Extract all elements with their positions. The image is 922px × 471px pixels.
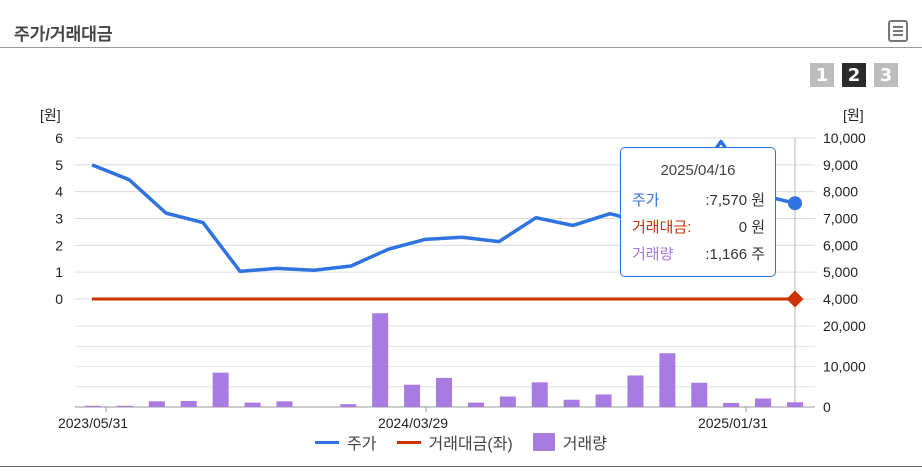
x-tick-label: 2024/03/29 (378, 415, 448, 431)
right-axis-unit: [원] (843, 107, 864, 123)
x-tick-label: 2023/05/31 (58, 415, 128, 431)
volume-bar (467, 402, 484, 407)
volume-bar (723, 402, 740, 407)
tooltip-price-label: 주가 (632, 192, 660, 209)
legend-swatch-price (315, 440, 340, 444)
volume-bar (627, 375, 644, 407)
panel-bottom-border (0, 466, 922, 467)
amount-hover-marker (786, 290, 804, 308)
right-price-tick-label: 8,000 (823, 184, 858, 200)
volume-bar (755, 398, 772, 407)
volume-bar (212, 372, 229, 407)
chart-pager: 1 2 3 (810, 63, 898, 87)
volume-bar (180, 400, 197, 407)
volume-bar (85, 405, 101, 407)
left-tick-label: 4 (55, 184, 63, 200)
tooltip-volume-value: :1,166 주 (705, 246, 765, 263)
price-hover-marker (788, 196, 802, 211)
right-price-tick-label: 5,000 (823, 264, 858, 280)
legend-item-amount[interactable]: 거래대금(좌) (396, 430, 513, 454)
legend-swatch-amount (396, 440, 421, 444)
panel-title: 주가/거래대금 (14, 25, 113, 44)
legend-swatch-volume (532, 433, 555, 451)
tooltip-amount-label: 거래대금: (632, 219, 692, 236)
volume-bar (595, 394, 612, 407)
volume-bar (116, 405, 133, 407)
left-axis-unit: [원] (40, 107, 61, 123)
volume-bar (659, 353, 676, 407)
volume-bar (531, 382, 548, 407)
tooltip-row-amount: 거래대금: 0 원 (632, 216, 765, 237)
legend-label-amount: 거래대금(좌) (428, 436, 513, 453)
tooltip-price-value: :7,570 원 (705, 192, 765, 209)
volume-bar (436, 377, 452, 407)
tooltip-row-price: 주가 :7,570 원 (632, 189, 765, 210)
volume-bar (404, 384, 421, 407)
right-price-tick-label: 7,000 (823, 211, 858, 227)
legend-item-volume[interactable]: 거래량 (532, 430, 607, 454)
volume-bar (276, 401, 293, 407)
legend-label-price: 주가 (347, 436, 377, 453)
left-tick-label: 2 (55, 237, 63, 253)
left-tick-label: 5 (55, 157, 63, 173)
volume-bar (244, 402, 261, 407)
series-markers (786, 196, 804, 308)
left-tick-label: 0 (55, 291, 63, 307)
right-price-tick-label: 6,000 (823, 237, 858, 253)
axis-labels: 6 10,000 5 9,000 4 8,000 3 7,000 2 6,000 1 5,000 0 4,… (40, 107, 866, 431)
volume-bar (691, 382, 708, 407)
right-volume-tick-label: 10,000 (823, 359, 866, 375)
volume-bar (148, 401, 165, 407)
panel-header: 주가/거래대금 (0, 0, 922, 48)
left-tick-label: 1 (55, 264, 63, 280)
volume-bar (563, 399, 580, 407)
left-tick-label: 6 (55, 130, 63, 146)
volume-bar (340, 404, 357, 407)
volume-bars (85, 313, 803, 407)
right-volume-tick-label: 0 (823, 399, 831, 415)
document-icon[interactable] (888, 20, 908, 42)
volume-bar (372, 313, 389, 407)
x-tick-label: 2025/01/31 (698, 415, 768, 431)
page-button-1[interactable]: 1 (810, 63, 834, 87)
volume-bar (787, 402, 803, 407)
page-button-2[interactable]: 2 (842, 63, 866, 87)
page-button-3[interactable]: 3 (874, 63, 898, 87)
right-price-tick-label: 10,000 (823, 130, 866, 146)
tooltip-date: 2025/04/16 (660, 162, 736, 179)
volume-bar (499, 396, 516, 407)
tooltip-volume-label: 거래량 (632, 246, 674, 263)
tooltip-amount-value: 0 원 (738, 219, 765, 236)
right-volume-tick-label: 20,000 (823, 318, 866, 334)
legend-label-volume: 거래량 (562, 436, 607, 453)
right-price-tick-label: 9,000 (823, 157, 858, 173)
left-tick-label: 3 (55, 211, 63, 227)
tooltip-row-volume: 거래량 :1,166 주 (632, 243, 765, 264)
legend-item-price[interactable]: 주가 (315, 430, 377, 454)
chart-legend: 주가 거래대금(좌) 거래량 (0, 430, 922, 454)
chart-tooltip: 2025/04/16 주가 :7,570 원 거래대금: 0 원 거래량 :1,… (620, 147, 776, 277)
right-price-tick-label: 4,000 (823, 291, 858, 307)
